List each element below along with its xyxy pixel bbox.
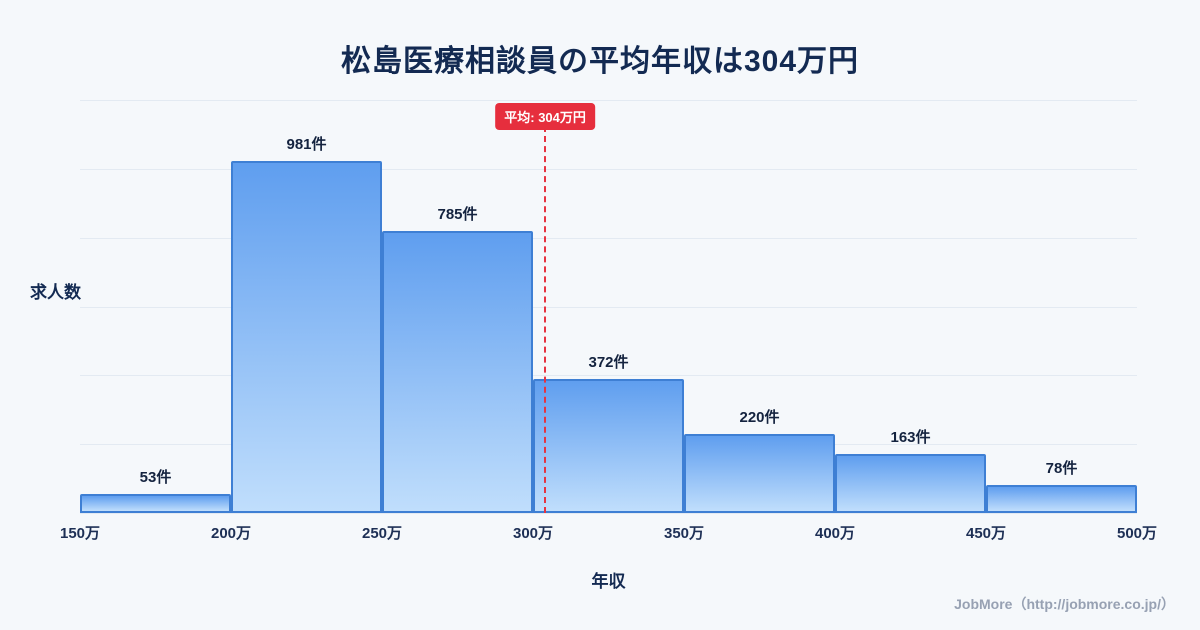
- plot-area: 平均: 304万円 53件 981件 785件 372件 220件 163件 78件 150万…: [60, 100, 1157, 542]
- footer-credit: JobMore（http://jobmore.co.jp/）: [954, 596, 1175, 612]
- average-line: [544, 116, 547, 513]
- x-tick-label: 350万: [663, 525, 705, 542]
- bar-value-label: 53件: [139, 468, 172, 486]
- bar-value-label: 981件: [286, 135, 327, 153]
- histogram-bar-300万-350万: [533, 379, 684, 513]
- grid-line: [80, 375, 1137, 377]
- grid-line: [80, 513, 1137, 514]
- bar-value-label: 163件: [890, 429, 931, 447]
- histogram-bar-150万-200万: [80, 493, 231, 513]
- histogram-bar-450万-500万: [986, 485, 1137, 513]
- histogram-bar-250万-300万: [382, 231, 533, 513]
- grid-line: [80, 168, 1137, 170]
- grid-line: [80, 100, 1137, 101]
- x-tick-label: 450万: [965, 525, 1007, 542]
- page-title: 松島医療相談員の平均年収は304万円: [340, 45, 860, 78]
- x-tick-label: 250万: [361, 525, 403, 542]
- bar-value-label: 78件: [1045, 460, 1078, 477]
- y-axis-label: 求人数: [30, 283, 81, 302]
- grid-line: [80, 306, 1137, 308]
- bar-value-label: 372件: [588, 354, 629, 372]
- x-tick-label: 300万: [512, 525, 554, 542]
- average-badge: 平均: 304万円: [495, 103, 595, 130]
- histogram-bar-400万-450万: [835, 454, 986, 513]
- x-tick-label: 500万: [1116, 525, 1158, 542]
- histogram-bar-200万-250万: [231, 160, 382, 513]
- x-tick-label: 150万: [59, 525, 101, 542]
- bar-value-label: 220件: [739, 409, 780, 426]
- grid-line: [80, 237, 1137, 239]
- x-tick-label: 400万: [814, 525, 856, 542]
- bar-value-label: 785件: [437, 206, 478, 224]
- x-axis-label: 年収: [591, 572, 626, 591]
- x-tick-label: 200万: [210, 525, 252, 542]
- histogram-bar-350万-400万: [684, 434, 835, 513]
